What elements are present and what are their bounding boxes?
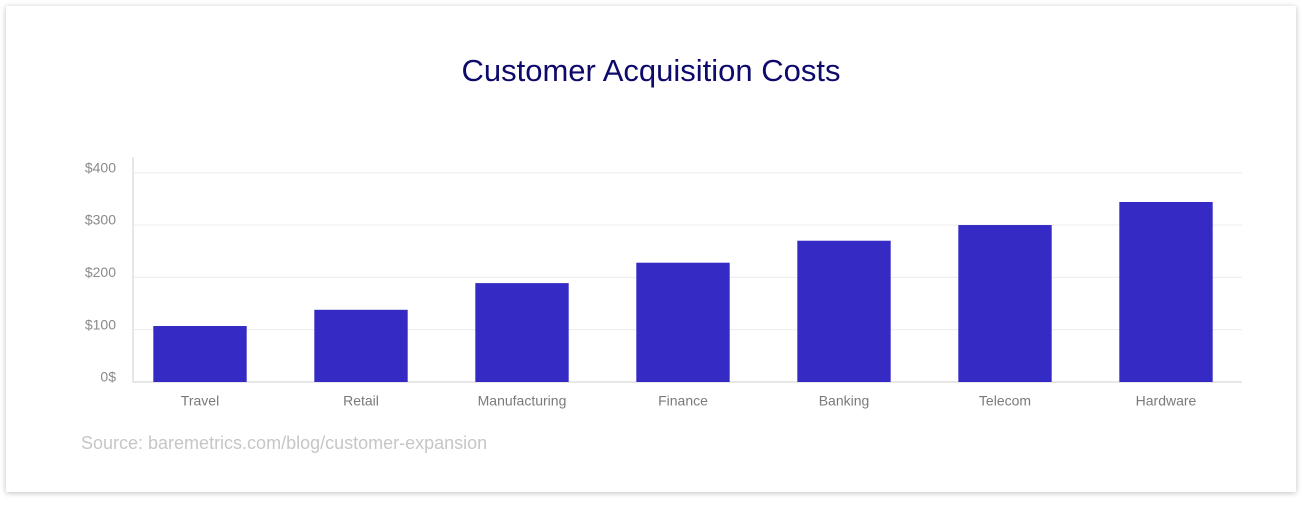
bar — [153, 326, 247, 382]
x-tick-label: Travel — [181, 393, 219, 409]
card — [6, 6, 1296, 492]
x-tick-label: Manufacturing — [478, 393, 567, 409]
bar — [475, 283, 569, 382]
y-tick-label: $100 — [85, 316, 116, 332]
x-tick-label: Banking — [819, 393, 870, 409]
source-note: Source: baremetrics.com/blog/customer-ex… — [81, 433, 487, 453]
y-tick-label: 0$ — [100, 369, 116, 385]
bar — [1119, 202, 1213, 382]
x-tick-label: Retail — [343, 393, 379, 409]
bar — [958, 225, 1052, 382]
x-tick-label: Telecom — [979, 393, 1031, 409]
bar — [636, 262, 730, 382]
y-tick-label: $400 — [85, 159, 116, 175]
y-tick-label: $200 — [85, 264, 116, 280]
x-tick-label: Finance — [658, 393, 708, 409]
bar — [797, 240, 891, 382]
y-tick-label: $300 — [85, 212, 116, 228]
x-tick-label: Hardware — [1136, 393, 1197, 409]
bar — [314, 309, 408, 382]
chart-title: Customer Acquisition Costs — [461, 53, 840, 88]
